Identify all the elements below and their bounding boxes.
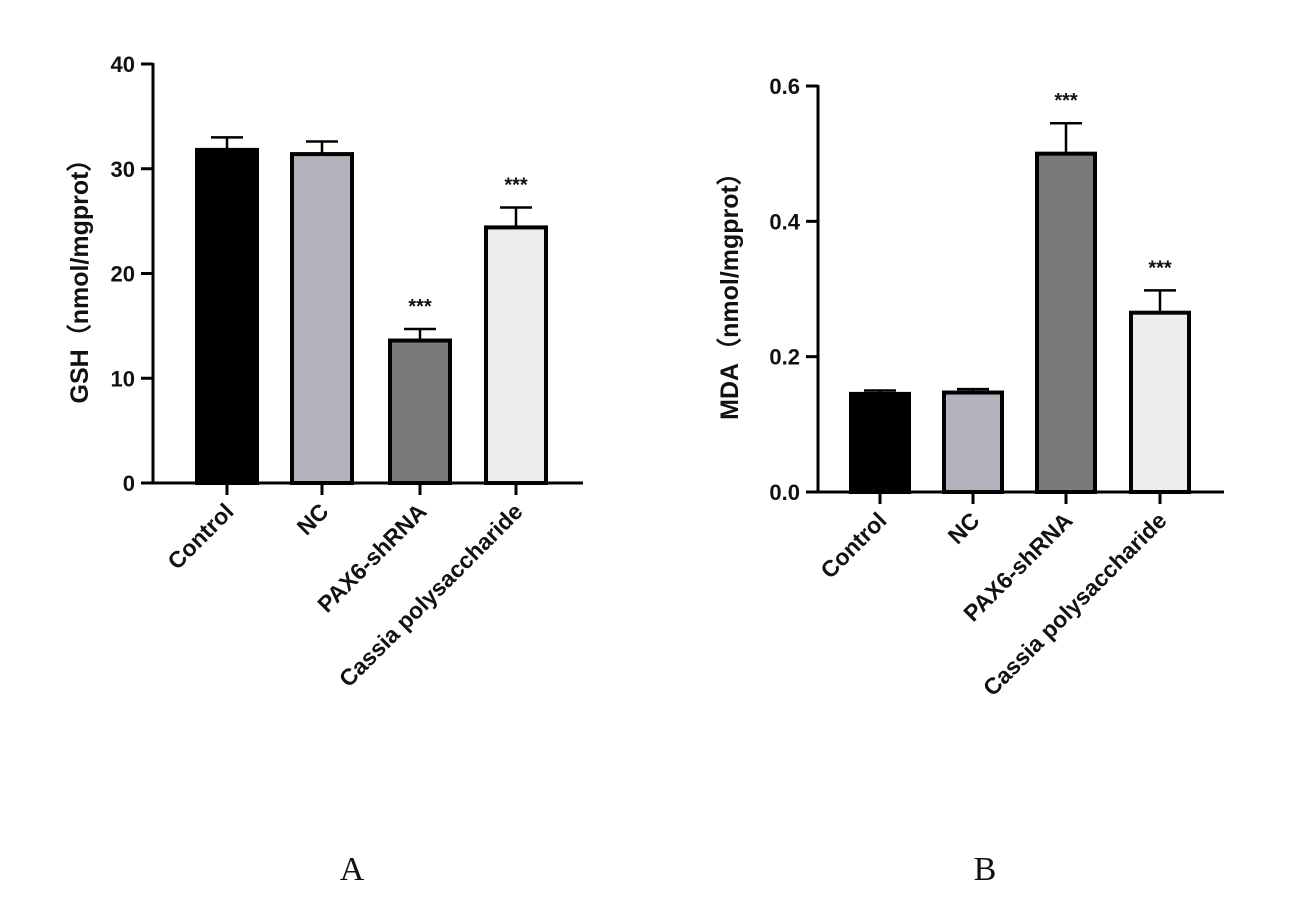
category-label: Control [162,498,238,574]
bar-cassia-polysaccharide [1129,310,1191,494]
panel-label: B [974,851,997,888]
category-label: Cassia polysaccharide [978,507,1172,701]
y-axis-title: GSH（nmol/mgprot） [65,147,94,404]
category-label: Cassia polysaccharide [334,498,528,692]
y-tick-label: 0.4 [769,209,800,234]
significance-label: *** [408,296,432,318]
bar-cassia-polysaccharide [484,225,548,485]
bar-pax6-shrna [1035,151,1097,495]
y-axis-title: MDA（nmol/mgprot） [715,160,744,420]
bar-control [195,147,259,486]
y-tick-label: 0.2 [769,345,800,370]
y-tick-label: 40 [111,52,135,77]
significance-label: *** [1054,90,1078,112]
y-tick-label: 10 [111,366,135,391]
bar-control [849,391,911,494]
category-label: Control [815,507,891,583]
significance-label: *** [1148,257,1172,279]
category-label: NC [943,507,985,549]
panel-label: A [340,851,365,888]
bar-pax6-shrna [388,338,452,486]
significance-label: *** [504,175,528,197]
y-tick-label: 20 [111,262,135,287]
bar-nc [290,152,354,486]
y-tick-label: 0 [123,471,135,496]
category-label: NC [292,498,334,540]
y-tick-label: 0.6 [769,74,800,99]
bar-nc [942,390,1004,494]
y-tick-label: 30 [111,157,135,182]
y-tick-label: 0.0 [769,480,800,505]
